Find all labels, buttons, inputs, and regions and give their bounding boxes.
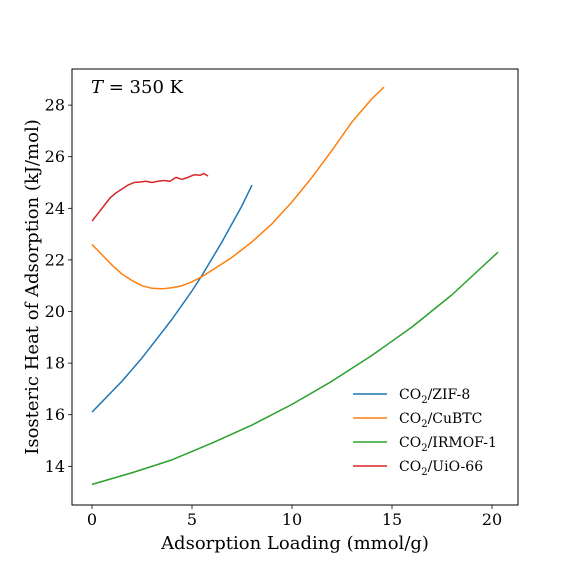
legend-label-0: CO2/ZIF-8	[399, 387, 470, 406]
x-tick-label: 0	[87, 510, 97, 529]
x-tick-label: 5	[187, 510, 197, 529]
legend-label-base: CO	[399, 459, 421, 475]
x-ticks: 0 5 10 15 20	[87, 505, 502, 529]
y-tick-label: 14	[45, 457, 65, 476]
y-tick-label: 28	[45, 96, 65, 115]
legend-label-subscript: 2	[421, 467, 427, 478]
legend-label-base: CO	[399, 411, 421, 427]
plot-frame	[71, 68, 519, 506]
series-line-2	[91, 251, 499, 486]
y-tick-label: 20	[45, 302, 65, 321]
legend-label-suffix: /ZIF-8	[428, 387, 471, 403]
legend-label-subscript: 2	[421, 419, 427, 430]
x-axis-title: Adsorption Loading (mmol/g)	[160, 533, 429, 554]
x-tick-label: 10	[282, 510, 302, 529]
x-tick-label: 15	[382, 510, 402, 529]
legend-label-1: CO2/CuBTC	[399, 411, 482, 430]
y-tick-label: 26	[45, 147, 65, 166]
legend-label-3: CO2/UiO-66	[399, 459, 483, 478]
legend-label-base: CO	[399, 387, 421, 403]
legend-label-subscript: 2	[421, 443, 427, 454]
series-line-3	[91, 172, 209, 222]
plot-lines	[91, 86, 499, 486]
temperature-annotation: T = 350 K	[91, 77, 184, 98]
y-axis-title: Isosteric Heat of Adsorption (kJ/mol)	[22, 119, 43, 455]
legend-label-base: CO	[399, 435, 421, 451]
legend-label-suffix: /IRMOF-1	[428, 435, 497, 451]
legend-label-2: CO2/IRMOF-1	[399, 435, 497, 454]
x-tick-label: 20	[482, 510, 502, 529]
series-line-1	[91, 86, 385, 290]
temperature-symbol: T	[91, 77, 105, 98]
series-line-0	[91, 184, 253, 413]
y-tick-label: 16	[45, 405, 65, 424]
legend-label-suffix: /UiO-66	[428, 459, 484, 475]
y-tick-label: 24	[45, 199, 65, 218]
legend-label-subscript: 2	[421, 395, 427, 406]
legend-label-suffix: /CuBTC	[428, 411, 483, 427]
y-tick-label: 22	[45, 250, 65, 269]
y-ticks: 14 16 18 20 22 24 26 28	[45, 96, 72, 476]
temperature-value: = 350 K	[103, 77, 184, 98]
y-tick-label: 18	[45, 354, 65, 373]
